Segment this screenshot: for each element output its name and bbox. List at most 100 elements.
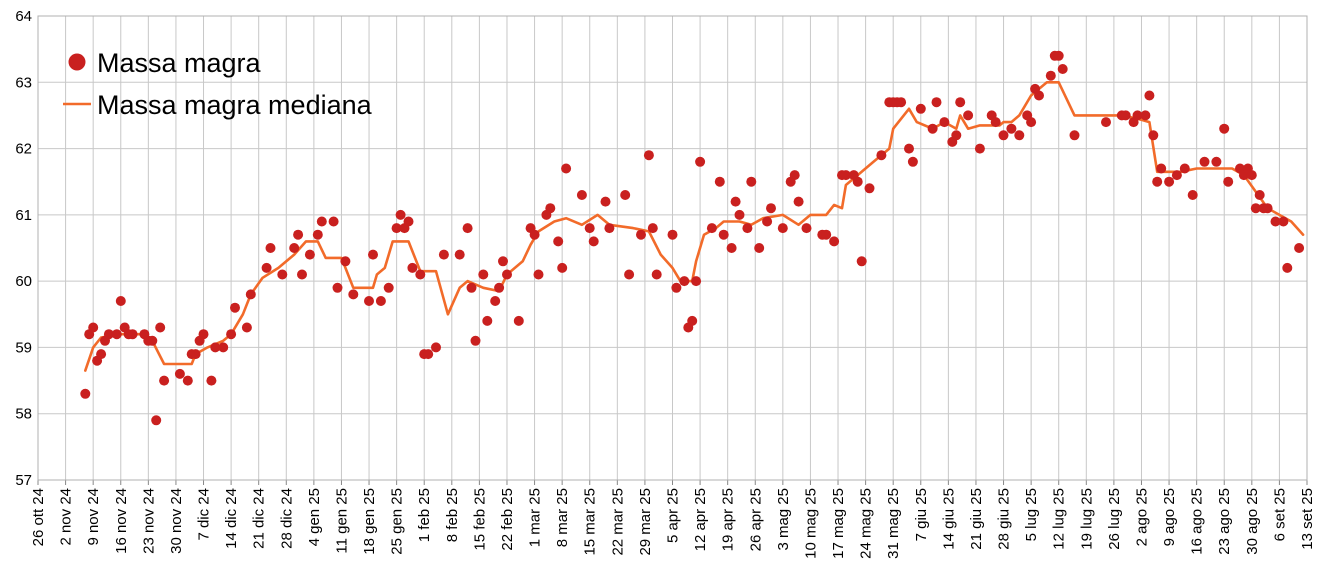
data-point — [706, 223, 717, 234]
x-tick-label: 2 nov 24 — [58, 488, 75, 546]
data-point — [651, 269, 662, 280]
data-point — [1144, 90, 1155, 101]
x-tick-label: 10 mag 25 — [802, 488, 819, 559]
data-point — [198, 329, 209, 340]
x-tick-label: 16 ago 25 — [1189, 488, 1206, 555]
data-point — [174, 368, 185, 379]
x-tick-label: 14 giu 25 — [940, 488, 957, 550]
data-point — [241, 322, 252, 333]
y-tick-label: 62 — [15, 141, 32, 158]
x-tick-label: 13 set 25 — [1299, 488, 1316, 550]
data-point — [545, 203, 556, 214]
data-point — [667, 229, 678, 240]
data-point — [470, 335, 481, 346]
x-tick-label: 15 mar 25 — [582, 488, 599, 556]
x-tick-label: 5 lug 25 — [1023, 488, 1040, 541]
x-tick-label: 8 mar 25 — [554, 488, 571, 547]
data-point — [383, 282, 394, 293]
data-point — [115, 296, 126, 306]
y-tick-label: 63 — [15, 74, 32, 91]
data-point — [466, 282, 477, 293]
data-point — [182, 375, 193, 386]
data-point — [159, 375, 170, 386]
data-point — [1057, 64, 1068, 74]
data-point — [1278, 216, 1289, 227]
x-tick-label: 25 gen 25 — [389, 488, 406, 555]
x-tick-label: 11 gen 25 — [333, 488, 350, 554]
data-point — [230, 302, 240, 313]
data-point — [277, 269, 288, 280]
x-tick-label: 17 mag 25 — [830, 488, 847, 559]
data-point — [1156, 163, 1167, 174]
data-point — [1026, 117, 1037, 128]
data-point — [1270, 216, 1281, 227]
data-point — [80, 388, 91, 399]
data-point — [793, 196, 804, 207]
legend: Massa magra Massa magra mediana — [63, 48, 373, 120]
data-point — [111, 329, 122, 340]
data-point — [561, 163, 572, 174]
data-point — [963, 110, 974, 121]
data-point — [1223, 176, 1234, 187]
data-point — [931, 97, 942, 108]
data-point — [190, 349, 201, 360]
x-tick-label: 22 mar 25 — [609, 488, 626, 556]
data-point — [691, 276, 702, 287]
data-point — [742, 223, 753, 234]
x-tick-label: 12 apr 25 — [692, 488, 709, 551]
data-point — [679, 276, 690, 287]
data-point — [206, 375, 217, 386]
x-tick-label: 1 mar 25 — [527, 488, 544, 547]
data-point — [155, 322, 166, 333]
data-point — [403, 216, 414, 227]
data-point — [462, 223, 473, 234]
data-point — [1171, 170, 1182, 181]
x-tick-label: 26 lug 25 — [1106, 488, 1123, 550]
data-point — [789, 170, 800, 181]
x-tick-label: 31 mag 25 — [885, 488, 902, 559]
data-point — [482, 315, 493, 326]
data-point — [624, 269, 635, 280]
data-point — [1250, 203, 1261, 214]
data-point — [478, 269, 489, 280]
data-point — [821, 229, 832, 240]
data-point — [265, 243, 276, 253]
x-tick-label: 12 lug 25 — [1051, 488, 1068, 550]
data-point — [754, 243, 765, 253]
legend-marker-massa-magra — [68, 53, 86, 71]
y-tick-label: 61 — [15, 207, 32, 224]
y-tick-label: 57 — [15, 472, 32, 489]
data-point — [490, 296, 501, 306]
x-tick-label: 9 ago 25 — [1161, 488, 1178, 546]
data-point — [151, 415, 162, 426]
x-tick-label: 1 feb 25 — [416, 488, 433, 542]
x-tick-label: 14 dic 24 — [223, 488, 240, 549]
x-tick-label: 30 nov 24 — [168, 488, 185, 554]
data-point — [904, 143, 914, 154]
data-point — [498, 256, 508, 267]
data-point — [127, 329, 138, 340]
data-point — [1132, 110, 1143, 121]
y-tick-label: 60 — [15, 273, 32, 290]
x-tick-label: 28 dic 24 — [278, 488, 295, 549]
x-tick-label: 19 apr 25 — [720, 488, 737, 551]
data-point — [553, 236, 564, 247]
data-point — [1262, 203, 1273, 214]
data-point — [529, 229, 540, 240]
data-point — [647, 223, 658, 234]
data-point — [395, 209, 406, 220]
data-point — [864, 183, 875, 194]
data-point — [316, 216, 327, 227]
data-point — [88, 322, 99, 333]
data-point — [261, 262, 272, 273]
data-point — [576, 190, 587, 200]
data-point — [974, 143, 985, 154]
x-tick-label: 23 nov 24 — [140, 488, 157, 554]
data-point — [96, 349, 107, 360]
data-point — [584, 223, 595, 234]
data-point — [1294, 243, 1305, 253]
data-point — [695, 156, 706, 167]
data-point — [620, 190, 631, 200]
data-point — [431, 342, 441, 353]
